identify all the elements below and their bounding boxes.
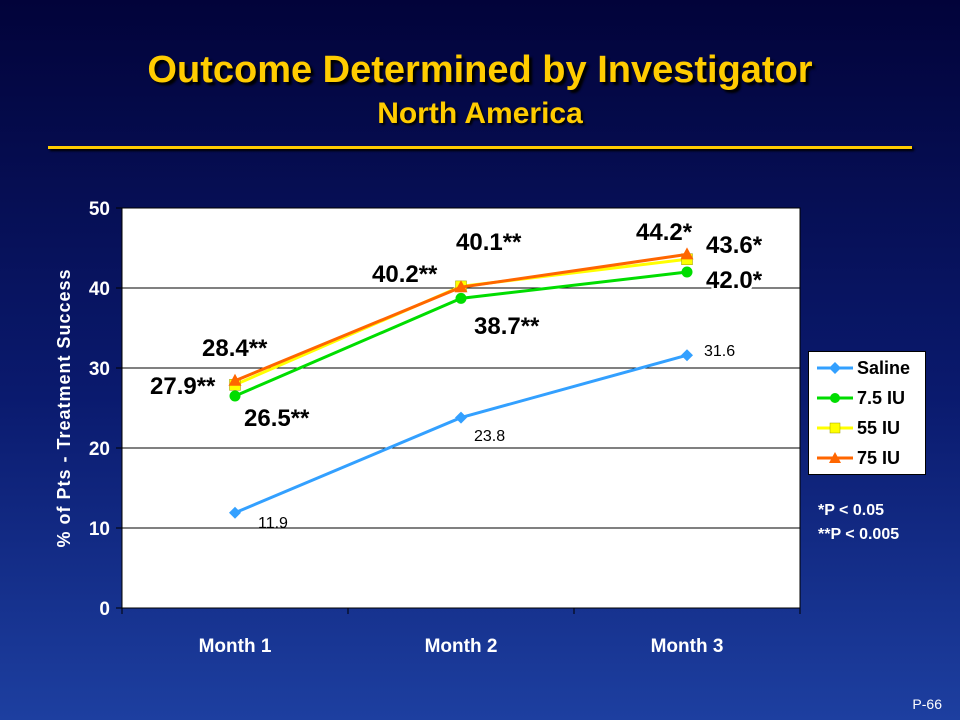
footnote-p005: **P < 0.005	[818, 526, 900, 543]
data-point-75-iu	[680, 247, 694, 260]
slide-title: Outcome Determined by Investigator	[147, 49, 813, 91]
data-label-7-5-iu: 38.7**	[474, 313, 540, 340]
x-tick-label: Month 2	[425, 636, 498, 657]
data-label-7-5-iu: 26.5**	[244, 405, 310, 432]
footnote-p05: *P < 0.05	[818, 502, 884, 519]
data-label-55-iu: 27.9**	[150, 373, 216, 400]
data-label-75-iu: 40.1**	[456, 229, 522, 256]
slide-subtitle: North America	[377, 97, 583, 130]
data-label-7-5-iu: 42.0*	[706, 267, 763, 294]
legend-label-7-5-iu: 7.5 IU	[857, 388, 906, 408]
legend-label-75-iu: 75 IU	[857, 448, 901, 468]
data-point-7-5-iu	[455, 292, 467, 304]
legend-swatch-7-5-iu	[817, 393, 853, 403]
legend-item-75-iu: 75 IU	[809, 444, 927, 472]
data-label-75-iu: 28.4**	[202, 335, 268, 362]
data-label-75-iu: 44.2*	[636, 219, 693, 246]
data-point-saline	[681, 349, 693, 362]
data-point-75-iu	[228, 373, 242, 386]
data-point-saline	[455, 411, 467, 424]
legend-label-saline: Saline	[857, 358, 911, 378]
data-label-55-iu: 43.6*	[706, 232, 763, 259]
page-number: P-66	[912, 696, 942, 712]
y-tick-label: 20	[89, 439, 110, 460]
x-tick-label: Month 1	[199, 636, 272, 657]
legend-swatch-saline	[817, 362, 853, 374]
y-tick-label: 0	[99, 599, 110, 620]
y-tick-label: 40	[89, 279, 110, 300]
plot-border	[121, 207, 801, 609]
data-label-saline: 11.9	[258, 515, 288, 532]
data-point-7-5-iu	[681, 266, 693, 278]
data-label-55-iu: 40.2**	[372, 261, 438, 288]
y-tick-label: 50	[89, 199, 110, 220]
plot-area	[122, 208, 800, 608]
x-tick-label: Month 3	[651, 636, 724, 657]
data-point-7-5-iu	[229, 390, 241, 402]
y-axis-title: % of Pts - Treatment Success	[54, 268, 74, 547]
legend-item-55-iu: 55 IU	[809, 414, 927, 442]
legend-swatch-75-iu	[817, 452, 853, 463]
legend-label-55-iu: 55 IU	[857, 418, 901, 438]
data-point-saline	[229, 506, 241, 519]
legend-item-7-5-iu: 7.5 IU	[809, 384, 927, 412]
data-point-75-iu	[454, 280, 468, 293]
y-tick-label: 10	[89, 519, 110, 540]
legend-item-saline: Saline	[809, 354, 927, 382]
legend-swatch-55-iu	[817, 422, 853, 434]
data-label-saline: 31.6	[704, 343, 735, 360]
title-divider	[48, 146, 912, 149]
chart-legend: Saline 7.5 IU 55 IU 75 IU	[808, 351, 926, 475]
data-label-saline: 23.8	[474, 428, 505, 445]
y-tick-label: 30	[89, 359, 110, 380]
